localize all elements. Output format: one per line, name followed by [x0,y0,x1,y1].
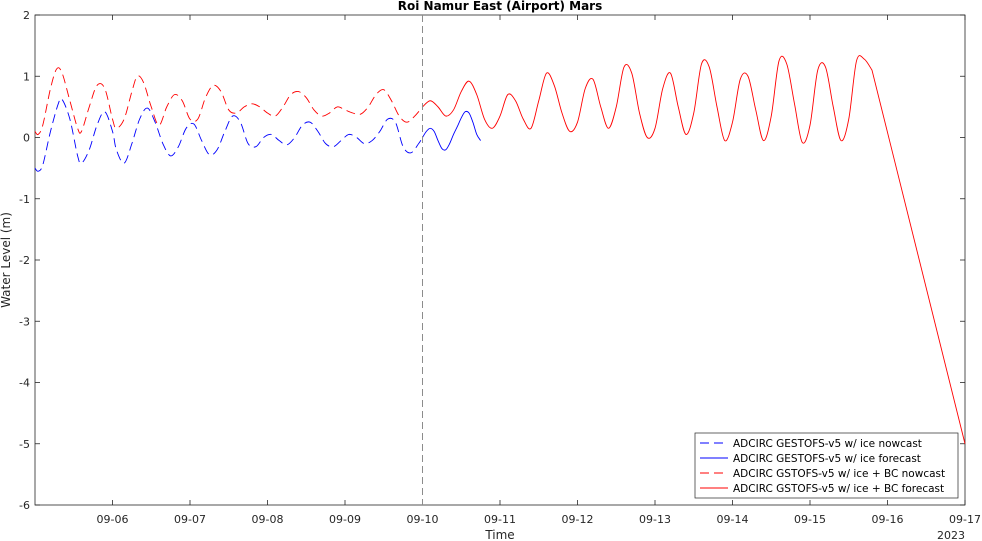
y-tick-label: 0 [23,132,30,145]
series-line-3 [34,67,423,136]
legend-label: ADCIRC GSTOFS-v5 w/ ice + BC nowcast [733,468,945,480]
y-tick-label: 2 [23,9,30,22]
x-axis-title: Time [484,528,514,541]
x-tick-label: 09-15 [794,513,826,526]
y-tick-label: -3 [19,315,30,328]
x-tick-label: 09-11 [484,513,516,526]
series-line-2 [422,110,482,151]
y-tick-label: 1 [23,70,30,83]
x-tick-label: 09-16 [872,513,904,526]
y-axis-title: Water Level (m) [0,212,13,308]
x-tick-label: 09-14 [717,513,749,526]
x-tick-label: 09-08 [252,513,284,526]
x-tick-label: 09-06 [97,513,129,526]
y-tick-label: -2 [19,254,30,267]
y-tick-label: -6 [19,499,30,512]
plot-area [34,14,966,506]
series-line-1 [34,97,423,172]
series-line-4 [422,55,966,444]
legend-box [694,432,959,499]
x-tick-label: 09-10 [407,513,439,526]
y-tick-label: -5 [19,438,30,451]
legend: ADCIRC GESTOFS-v5 w/ ice nowcast ADCIRC G… [694,432,959,499]
y-tick-label: -4 [19,377,30,390]
x-axis: 09-06 09-07 09-08 09-09 09-10 09-11 09-12 09-13… [97,15,981,526]
chart-title: Roi Namur East (Airport) Mars [398,0,602,13]
legend-label: ADCIRC GESTOFS-v5 w/ ice nowcast [733,438,922,450]
x-tick-label: 09-12 [562,513,594,526]
year-label: 2023 [937,529,965,541]
x-tick-label: 09-07 [174,513,206,526]
x-tick-label: 09-09 [329,513,361,526]
legend-label: ADCIRC GESTOFS-v5 w/ ice forecast [733,453,921,465]
x-tick-label: 09-17 [949,513,981,526]
series-layer [34,55,966,444]
legend-label: ADCIRC GSTOFS-v5 w/ ice + BC forecast [733,483,944,495]
y-tick-label: -1 [19,193,30,206]
y-axis: -6 -5 -4 -3 -2 -1 0 1 2 [19,9,965,512]
x-tick-label: 09-13 [639,513,671,526]
